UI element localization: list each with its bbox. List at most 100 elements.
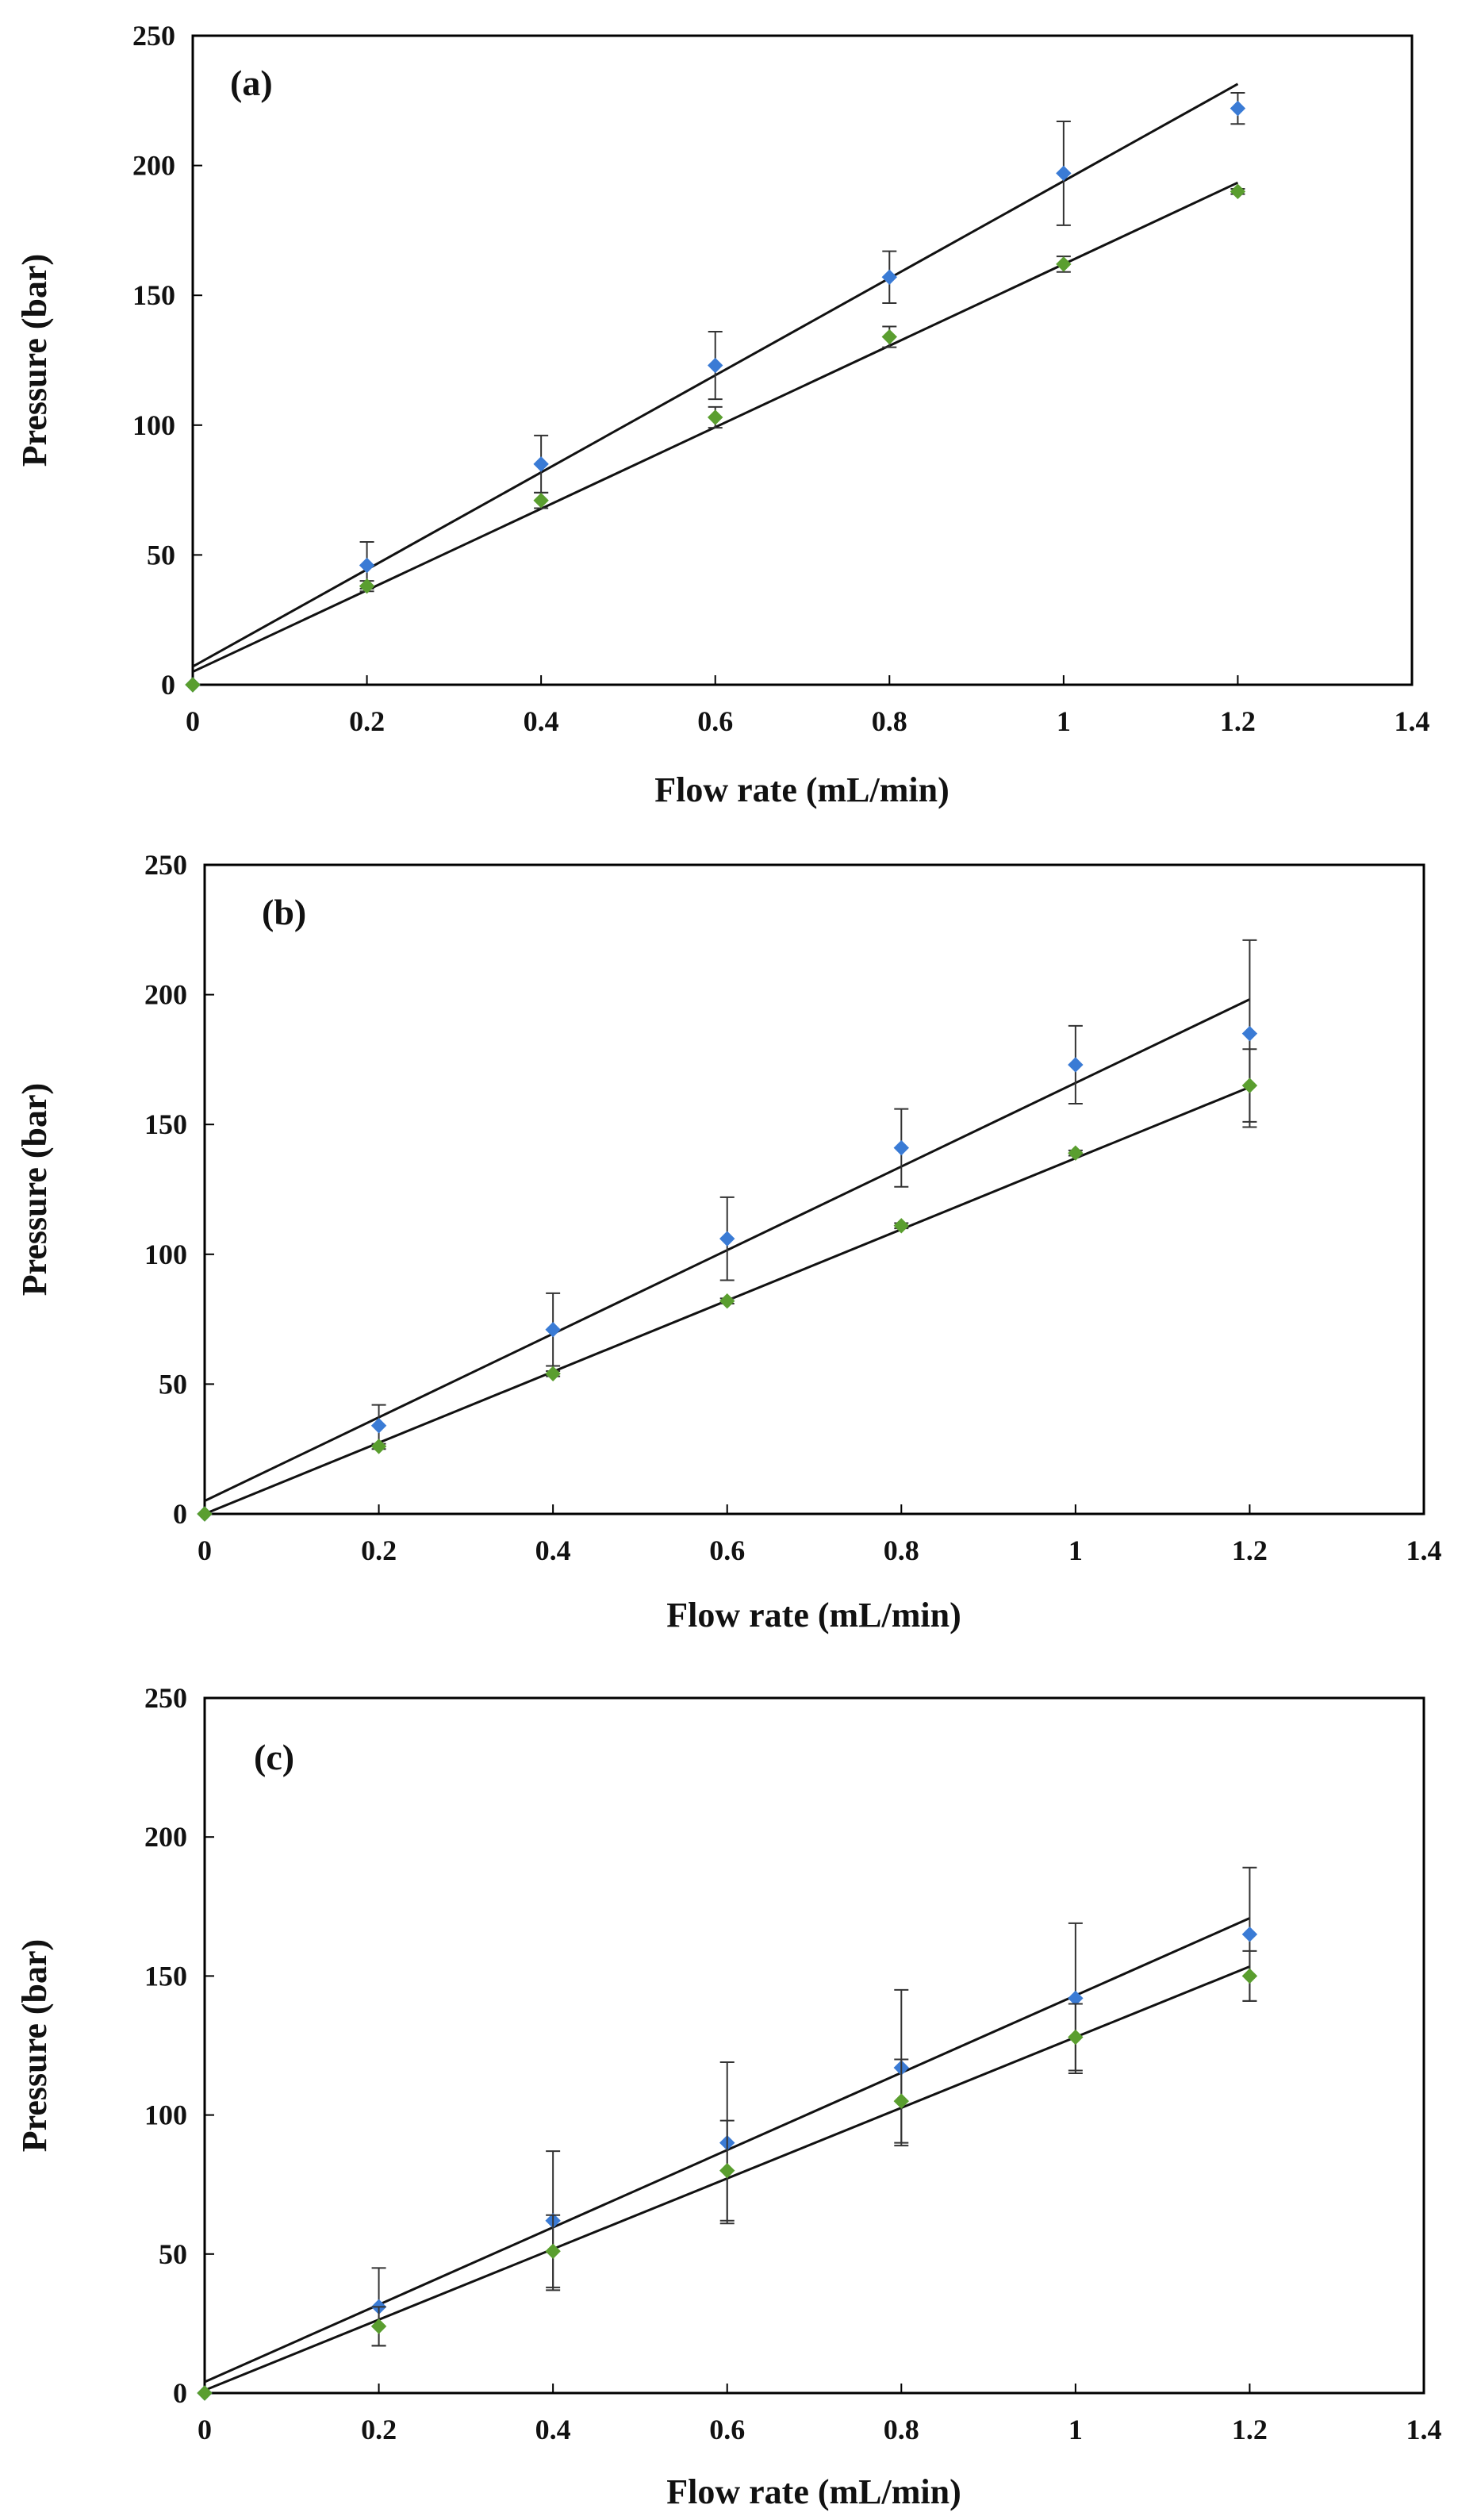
plot-area-frame <box>203 863 1425 1515</box>
chart-marks <box>197 1866 1258 2401</box>
x-axis-title: Flow rate (mL/min) <box>666 2472 961 2511</box>
y-axis-ticks: 0 50 100 150 200 250 <box>132 20 202 701</box>
data-point <box>1068 2029 1084 2046</box>
data-point <box>1241 1025 1258 1042</box>
x-tick-label: 1 <box>1068 1535 1083 1566</box>
x-tick-label: 1.4 <box>1406 1535 1442 1566</box>
chart-panel-b: 0 0.2 0.4 0.6 0.8 1 1.2 1.4 0 50 100 150 200 250 (b)… <box>0 825 1477 1650</box>
x-tick-label: 0.4 <box>535 2414 571 2445</box>
data-point <box>359 557 375 574</box>
data-point <box>719 2162 735 2179</box>
y-tick-label: 250 <box>144 1682 187 1714</box>
y-axis-ticks: 0 50 100 150 200 250 <box>144 849 214 1530</box>
x-axis-title: Flow rate (mL/min) <box>654 770 949 809</box>
data-point <box>197 2385 213 2401</box>
x-tick-label: 0.4 <box>535 1535 571 1566</box>
x-tick-label: 1.2 <box>1220 705 1256 737</box>
data-point <box>185 677 201 693</box>
data-point <box>893 1139 909 1156</box>
data-point <box>1056 256 1072 272</box>
x-tick-label: 1.2 <box>1232 2414 1268 2445</box>
y-tick-label: 100 <box>144 1239 187 1270</box>
x-axis-title: Flow rate (mL/min) <box>666 1596 961 1635</box>
data-point <box>359 578 375 594</box>
y-tick-label: 250 <box>132 20 175 52</box>
y-axis-title: Pressure (bar) <box>15 254 54 467</box>
x-tick-label: 1 <box>1057 705 1071 737</box>
x-tick-label: 1.2 <box>1232 1535 1268 1566</box>
y-tick-label: 200 <box>144 979 187 1011</box>
x-tick-label: 0.2 <box>349 705 385 737</box>
chart-panel-c: 0 0.2 0.4 0.6 0.8 1 1.2 1.4 0 50 100 150 200 250 (c)… <box>0 1650 1477 2520</box>
data-point <box>370 1439 387 1454</box>
x-tick-label: 0.2 <box>361 1535 397 1566</box>
y-axis-ticks: 0 50 100 150 200 250 <box>144 1682 214 2409</box>
data-point <box>893 2093 909 2109</box>
y-tick-label: 150 <box>144 1960 187 1992</box>
x-axis-ticks: 0 0.2 0.4 0.6 0.8 1 1.2 1.4 <box>186 675 1430 737</box>
panel-label: (b) <box>262 892 306 932</box>
data-point <box>719 1231 735 1247</box>
x-tick-label: 0 <box>186 705 200 737</box>
data-point <box>893 1218 909 1234</box>
data-point <box>533 492 549 509</box>
data-point <box>719 1293 735 1309</box>
x-tick-label: 0.2 <box>361 2414 397 2445</box>
data-point <box>370 2318 387 2334</box>
data-point <box>1230 183 1246 200</box>
y-tick-label: 200 <box>132 150 175 182</box>
chart-marks <box>185 83 1246 693</box>
data-point <box>708 357 723 374</box>
data-point <box>370 1418 387 1434</box>
x-tick-label: 1.4 <box>1406 2414 1442 2445</box>
x-axis-ticks: 0 0.2 0.4 0.6 0.8 1 1.2 1.4 <box>198 2384 1442 2445</box>
x-tick-label: 1 <box>1068 2414 1083 2445</box>
x-tick-label: 0.8 <box>872 705 907 737</box>
y-tick-label: 250 <box>144 849 187 881</box>
panel-label: (c) <box>254 1737 294 1777</box>
x-tick-label: 0.8 <box>884 1535 919 1566</box>
y-tick-label: 100 <box>144 2099 187 2131</box>
x-tick-label: 0.6 <box>697 705 733 737</box>
data-point <box>1241 1968 1258 1984</box>
y-tick-label: 50 <box>147 539 175 570</box>
x-tick-label: 0.6 <box>709 2414 745 2445</box>
data-point <box>708 409 723 425</box>
data-point <box>1241 1078 1258 1093</box>
y-tick-label: 0 <box>161 669 175 701</box>
data-point <box>1056 165 1072 182</box>
y-tick-label: 150 <box>132 279 175 311</box>
chart-panel-a: 0 0.2 0.4 0.6 0.8 1 1.2 1.4 0 50 100 150 200 250 (a)… <box>0 0 1477 825</box>
y-tick-label: 50 <box>159 2238 187 2270</box>
y-tick-label: 200 <box>144 1821 187 1853</box>
chart-a-svg: 0 0.2 0.4 0.6 0.8 1 1.2 1.4 0 50 100 150 200 250 (a)… <box>15 20 1430 809</box>
y-tick-label: 50 <box>159 1368 187 1400</box>
data-point <box>1068 1057 1084 1073</box>
y-tick-label: 100 <box>132 409 175 441</box>
chart-c-svg: 0 0.2 0.4 0.6 0.8 1 1.2 1.4 0 50 100 150 200 250 (c)… <box>15 1682 1442 2511</box>
x-axis-ticks: 0 0.2 0.4 0.6 0.8 1 1.2 1.4 <box>198 1504 1442 1566</box>
plot-area-frame <box>203 1696 1425 2395</box>
x-tick-label: 0.6 <box>709 1535 745 1566</box>
data-point <box>545 1366 561 1382</box>
data-point <box>1230 100 1246 117</box>
x-tick-label: 0 <box>198 2414 212 2445</box>
chart-b-svg: 0 0.2 0.4 0.6 0.8 1 1.2 1.4 0 50 100 150 200 250 (b)… <box>15 849 1442 1635</box>
x-tick-label: 0 <box>198 1535 212 1566</box>
data-point <box>197 1506 213 1522</box>
data-point <box>881 328 897 345</box>
data-point <box>881 269 897 286</box>
panel-label: (a) <box>230 63 273 103</box>
y-axis-title: Pressure (bar) <box>15 1083 54 1296</box>
y-axis-title: Pressure (bar) <box>15 1939 54 2152</box>
data-point <box>1241 1926 1258 1942</box>
data-point <box>545 1321 561 1338</box>
chart-marks <box>197 939 1258 1522</box>
y-tick-label: 0 <box>173 1498 187 1530</box>
data-point <box>545 2243 561 2260</box>
data-point <box>533 456 549 472</box>
y-tick-label: 150 <box>144 1108 187 1140</box>
x-tick-label: 0.8 <box>884 2414 919 2445</box>
data-point <box>1068 1145 1084 1161</box>
x-tick-label: 0.4 <box>524 705 559 737</box>
